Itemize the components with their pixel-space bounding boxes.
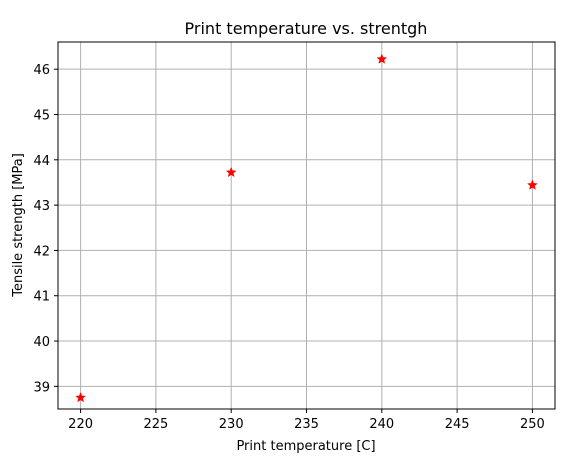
- y-tick-label: 45: [33, 108, 50, 123]
- data-points: [75, 53, 538, 403]
- x-axis-ticks: 220 225 230 235 240 245 250: [68, 409, 545, 432]
- chart-title: Print temperature vs. strentgh: [185, 19, 428, 38]
- y-tick-label: 41: [33, 290, 50, 305]
- y-tick-label: 43: [33, 199, 50, 214]
- x-axis-label: Print temperature [C]: [236, 439, 375, 454]
- data-point-star: [527, 179, 538, 190]
- y-axis-ticks: 39 40 41 42 43 44 45 46: [33, 63, 58, 395]
- data-point-star: [75, 391, 86, 403]
- y-axis-label: Tensile strength [MPa]: [11, 153, 26, 298]
- data-point-star: [376, 53, 388, 64]
- x-tick-label: 250: [520, 417, 545, 432]
- x-tick-label: 245: [445, 417, 470, 432]
- y-tick-label: 42: [33, 244, 50, 259]
- y-tick-label: 40: [33, 335, 50, 350]
- y-tick-label: 44: [33, 154, 50, 169]
- y-tick-label: 39: [33, 380, 50, 395]
- x-tick-label: 230: [219, 417, 244, 432]
- x-tick-label: 225: [143, 417, 168, 432]
- y-tick-label: 46: [33, 63, 50, 78]
- data-point-star: [225, 166, 237, 178]
- x-tick-label: 240: [369, 417, 394, 432]
- x-tick-label: 235: [294, 417, 319, 432]
- x-tick-label: 220: [68, 417, 93, 432]
- grid: [58, 42, 555, 409]
